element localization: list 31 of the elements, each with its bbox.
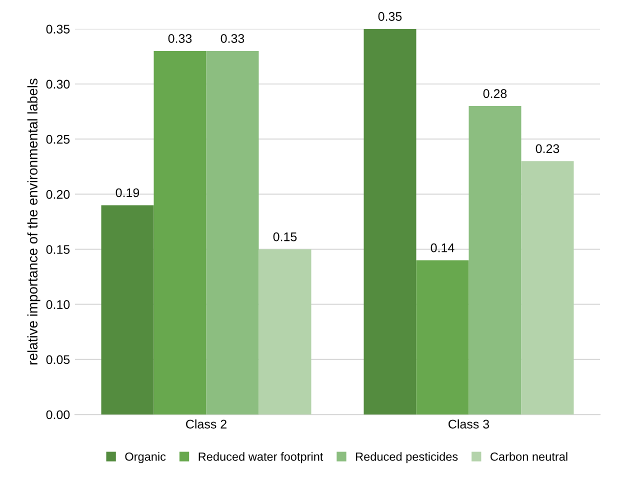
bar <box>206 50 259 415</box>
bar <box>521 161 574 415</box>
y-tick-label: 0.00 <box>46 410 70 420</box>
y-tick-label: 0.05 <box>46 355 70 364</box>
legend-label: Carbon neutral <box>490 452 568 461</box>
y-tick-label: 0.35 <box>46 24 70 34</box>
y-tick-label: 0.20 <box>46 190 70 199</box>
x-tick-label: Class 2 <box>186 419 226 429</box>
data-label: 0.14 <box>430 243 454 252</box>
data-label: 0.33 <box>168 34 192 43</box>
y-tick-label: 0.25 <box>46 134 70 144</box>
legend-label: Reduced pesticides <box>356 452 458 464</box>
y-tick-label: 0.15 <box>46 245 70 254</box>
bar <box>364 28 416 415</box>
data-label: 0.35 <box>378 12 402 21</box>
data-label: 0.15 <box>273 232 297 242</box>
legend-label: Organic <box>125 452 166 464</box>
data-label: 0.33 <box>220 34 244 43</box>
legend-label: Reduced water footprint <box>198 452 324 464</box>
y-tick-label: 0.30 <box>46 80 70 89</box>
bar <box>258 249 312 415</box>
data-label: 0.19 <box>116 188 140 198</box>
y-axis-title: relative importance of the environmental labels <box>27 78 40 364</box>
data-label: 0.23 <box>536 144 560 154</box>
y-tick-label: 0.10 <box>46 300 70 309</box>
bar <box>468 106 522 415</box>
x-tick-label: Class 3 <box>448 419 490 429</box>
bar <box>101 205 154 415</box>
bar <box>154 50 206 415</box>
bar <box>416 260 469 415</box>
data-label: 0.28 <box>483 89 507 98</box>
